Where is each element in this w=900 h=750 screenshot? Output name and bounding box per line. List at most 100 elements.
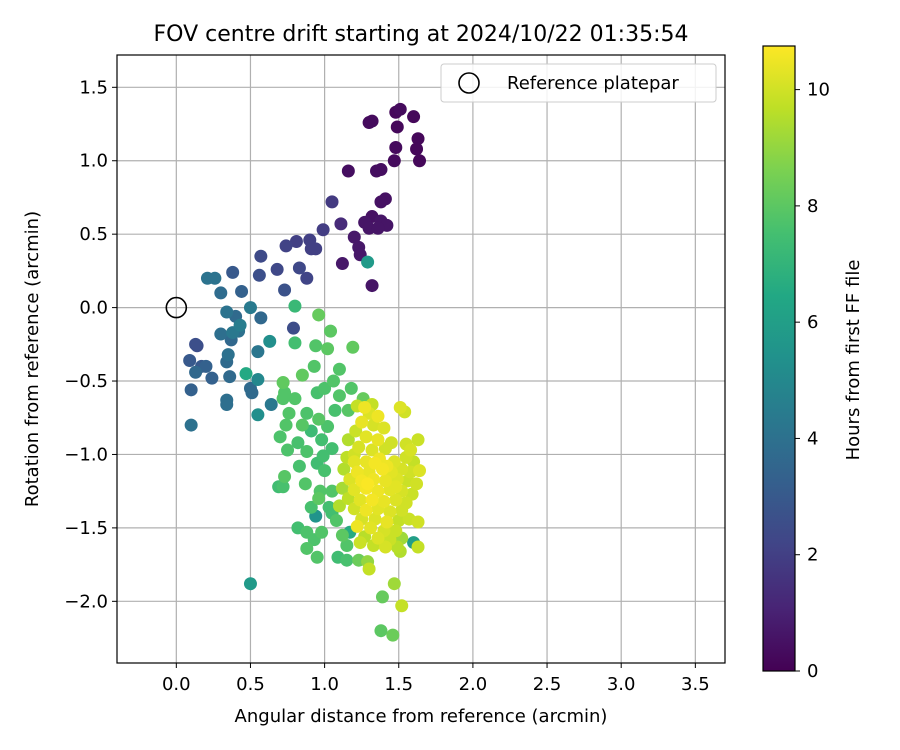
data-point (407, 110, 421, 124)
data-point (324, 324, 338, 338)
data-point (365, 493, 379, 507)
data-point (312, 308, 326, 322)
data-point (390, 120, 404, 134)
data-point (327, 374, 341, 388)
colorbar-tick-label: 0 (807, 661, 818, 682)
data-point (251, 373, 265, 387)
y-tick-label: 0.5 (79, 224, 108, 245)
data-point (371, 433, 385, 447)
data-point (371, 221, 385, 235)
data-point (371, 531, 385, 545)
data-point (307, 359, 321, 373)
data-point (252, 268, 266, 282)
data-point (362, 221, 376, 235)
data-point (276, 480, 290, 494)
data-point (374, 624, 388, 638)
data-point (312, 412, 326, 426)
data-point (254, 311, 268, 325)
x-tick-label: 3.5 (681, 674, 710, 695)
data-point (220, 398, 234, 412)
y-tick-label: −0.5 (64, 371, 108, 392)
data-point (335, 528, 349, 542)
data-point (365, 443, 379, 457)
data-point (281, 443, 295, 457)
data-point (325, 195, 339, 209)
data-point (184, 418, 198, 432)
data-point (346, 340, 360, 354)
y-tick-label: 1.5 (79, 77, 108, 98)
data-point (286, 321, 300, 335)
data-point (292, 459, 306, 473)
x-axis-ticks: 0.0 0.5 1.0 1.5 2.0 2.5 3.0 3.5 (162, 663, 710, 695)
data-point (347, 483, 361, 497)
data-point (289, 235, 303, 249)
data-point (375, 590, 389, 604)
data-point (387, 577, 401, 591)
data-point (189, 337, 203, 351)
colorbar-tick-label: 10 (807, 80, 830, 101)
x-tick-label: 1.5 (384, 674, 413, 695)
data-point (371, 409, 385, 423)
data-point (251, 408, 265, 422)
y-tick-label: −1.5 (64, 518, 108, 539)
data-point (389, 480, 403, 494)
data-point (411, 433, 425, 447)
data-point (205, 371, 219, 385)
colorbar-label: Hours from first FF file (843, 260, 864, 461)
data-point (288, 392, 302, 406)
data-point (387, 154, 401, 168)
data-point (298, 477, 312, 491)
data-point (278, 469, 292, 483)
x-axis-label: Angular distance from reference (arcmin) (235, 706, 608, 727)
data-point (273, 430, 287, 444)
data-point (312, 492, 326, 506)
data-point (389, 493, 403, 507)
data-point (235, 284, 249, 298)
data-point (395, 503, 409, 517)
data-point (393, 400, 407, 414)
plot-frame (116, 54, 726, 664)
data-point (411, 540, 425, 554)
data-point (239, 367, 253, 381)
data-point (378, 442, 392, 456)
data-point (278, 283, 292, 297)
data-point (276, 375, 290, 389)
colorbar-tick-label: 4 (807, 428, 818, 449)
data-point (337, 462, 351, 476)
colorbar-tick-label: 6 (807, 312, 818, 333)
data-point (263, 334, 277, 348)
data-point (365, 114, 379, 128)
data-point (243, 301, 257, 315)
data-point (353, 536, 367, 550)
data-point (359, 503, 373, 517)
data-point (233, 318, 247, 332)
data-point (245, 386, 259, 400)
data-point (365, 279, 379, 293)
data-point (318, 464, 332, 478)
data-point (341, 164, 355, 178)
data-point (300, 406, 314, 420)
data-point (321, 420, 335, 434)
data-point (315, 433, 329, 447)
data-point (315, 525, 329, 539)
data-point (264, 398, 278, 412)
data-point (350, 519, 364, 533)
data-point (361, 255, 375, 269)
data-point (184, 383, 198, 397)
data-point (335, 481, 349, 495)
data-point (300, 445, 314, 459)
data-point (362, 562, 376, 576)
data-point (332, 362, 346, 376)
data-point (288, 299, 302, 313)
data-point (340, 553, 354, 567)
data-point (355, 415, 369, 429)
data-point (353, 493, 367, 507)
data-point (368, 456, 382, 470)
data-point (309, 339, 323, 353)
data-point (199, 359, 213, 373)
data-point (208, 271, 222, 285)
data-point (300, 541, 314, 555)
data-point (358, 400, 372, 414)
data-point (374, 163, 388, 177)
